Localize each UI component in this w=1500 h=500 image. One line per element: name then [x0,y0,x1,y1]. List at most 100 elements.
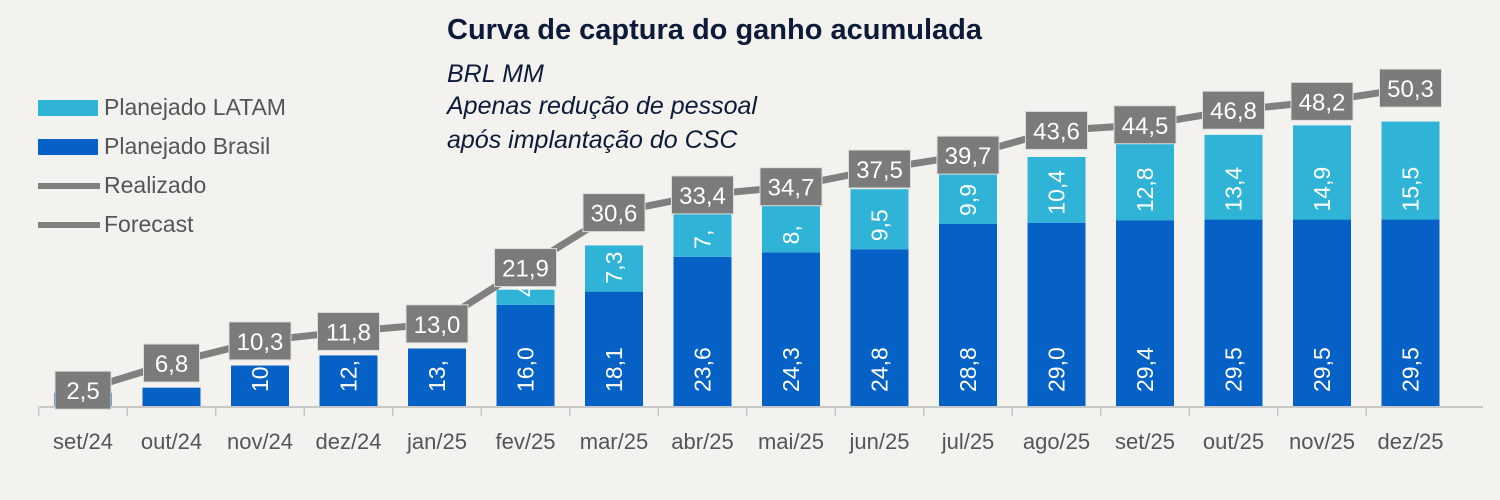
line-point-marker [1113,105,1177,145]
bar-planejado-brasil [1381,219,1440,406]
bar-label-brasil: 29,5 [1221,347,1247,392]
bar-planejado-brasil [1116,220,1174,406]
bar-label-latam: 9,5 [867,209,893,241]
bar-label-latam: 14,9 [1309,167,1335,212]
bar-label-latam: 9,9 [955,184,981,216]
bar-label-latam: 7,3 [601,252,627,284]
bar-planejado-brasil [673,256,732,406]
line-data-label: 13,0 [414,312,461,339]
line-data-label: 44,5 [1122,113,1169,140]
line-data-label: 43,6 [1033,118,1080,145]
line-data-label: 34,7 [768,175,815,202]
bar-planejado-latam [585,245,643,292]
legend-label: Forecast [104,211,194,237]
bar-label-brasil: 24,8 [867,347,893,392]
line-point-marker [1290,81,1354,121]
line-point-marker [228,321,292,361]
legend-label: Planejado Brasil [104,133,271,159]
x-tick-label: jun/25 [849,429,910,454]
legend-item-realizado: Realizado [38,166,286,205]
bar-label-brasil: 13, [424,360,450,392]
line-data-label: 11,8 [326,319,371,346]
line-data-label: 21,9 [502,256,549,283]
x-tick-label: out/25 [1203,429,1264,454]
bar-label-brasil: 24,3 [778,347,804,392]
x-tick-label: nov/25 [1289,429,1355,454]
line-data-label: 33,4 [679,183,726,210]
bar-label-latam: 12,8 [1132,167,1158,212]
bar-label-latam: 15,5 [1398,167,1424,212]
x-tick-label: nov/24 [227,429,293,454]
bar-planejado-brasil [762,252,820,406]
legend-line [38,182,100,189]
line-data-label: 39,7 [945,143,992,170]
line-point-marker [848,149,911,189]
legend-label: Planejado LATAM [104,94,286,120]
x-tick-label: dez/25 [1377,429,1443,454]
x-tick-label: fev/25 [496,429,556,454]
bar-planejado-brasil [408,348,466,406]
x-tick-label: ago/25 [1023,429,1090,454]
x-tick-label: abr/25 [671,429,733,454]
bar-planejado-latam [850,189,909,250]
bar-planejado-brasil [939,223,997,406]
bar-planejado-brasil [496,304,555,406]
x-tick-label: jan/25 [406,429,467,454]
bar-planejado-brasil [319,355,378,406]
legend-label: Realizado [104,172,207,198]
bar-planejado-latam [1381,121,1440,220]
bar-planejado-latam [1116,139,1174,221]
legend-item-forecast: Forecast [38,205,286,244]
legend-swatch [38,99,98,116]
bar-label-brasil: 29,5 [1398,347,1424,392]
legend: Planejado LATAM Planejado Brasil Realiza… [38,88,286,244]
bar-label-brasil: 16,0 [513,347,539,392]
chart-subtitle-line1: Apenas redução de pessoal [447,92,757,120]
bar-planejado-latam [1293,125,1351,220]
line-realizado-forecast [81,84,1412,394]
x-tick-label: set/25 [1115,429,1175,454]
line-point-marker [1379,68,1442,108]
x-tick-label: out/24 [141,429,202,454]
bar-planejado-brasil [142,387,201,406]
bar-planejado-latam [762,201,820,253]
line-data-label: 37,5 [856,157,903,184]
line-point-marker [1025,110,1088,150]
bar-label-brasil: 23,6 [690,347,716,392]
legend-item-latam: Planejado LATAM [38,88,286,127]
x-tick-label: dez/24 [315,429,381,454]
x-tick-label: mai/25 [758,429,824,454]
legend-item-brasil: Planejado Brasil [38,127,286,166]
line-data-label: 30,6 [591,201,638,228]
bar-label-latam: 10,4 [1044,170,1070,215]
bar-planejado-latam [1027,156,1086,223]
bar-label-latam: 8, [778,225,804,244]
line-data-label: 2,5 [66,378,99,405]
line-point-marker [1202,90,1265,130]
bar-label-latam: 7, [690,230,716,249]
bar-label-brasil: 10 [247,366,273,392]
line-data-label: 48,2 [1299,89,1346,116]
legend-line [38,221,100,228]
bar-planejado-brasil [231,365,289,406]
line-data-label: 46,8 [1210,98,1257,125]
chart-subtitle-line2: após implantação do CSC [447,126,738,154]
bar-planejado-brasil [1204,219,1263,406]
x-tick-label: jul/25 [941,429,995,454]
line-point-marker [317,311,380,351]
line-data-label: 6,8 [155,351,188,378]
bar-planejado-latam [496,289,555,305]
line-point-marker [143,343,200,383]
bar-planejado-brasil [585,291,643,406]
x-tick-label: set/24 [53,429,113,454]
bar-label-brasil: 12, [336,360,362,392]
line-point-marker [54,370,112,410]
bar-planejado-latam [1204,134,1263,220]
chart-subtitle-unit: BRL MM [447,60,544,88]
bar-label-latam: 13,4 [1221,167,1247,212]
bar-planejado-brasil [1293,219,1351,406]
line-point-marker [936,135,1000,175]
line-point-marker [671,175,734,215]
bar-planejado-brasil [1027,222,1086,406]
